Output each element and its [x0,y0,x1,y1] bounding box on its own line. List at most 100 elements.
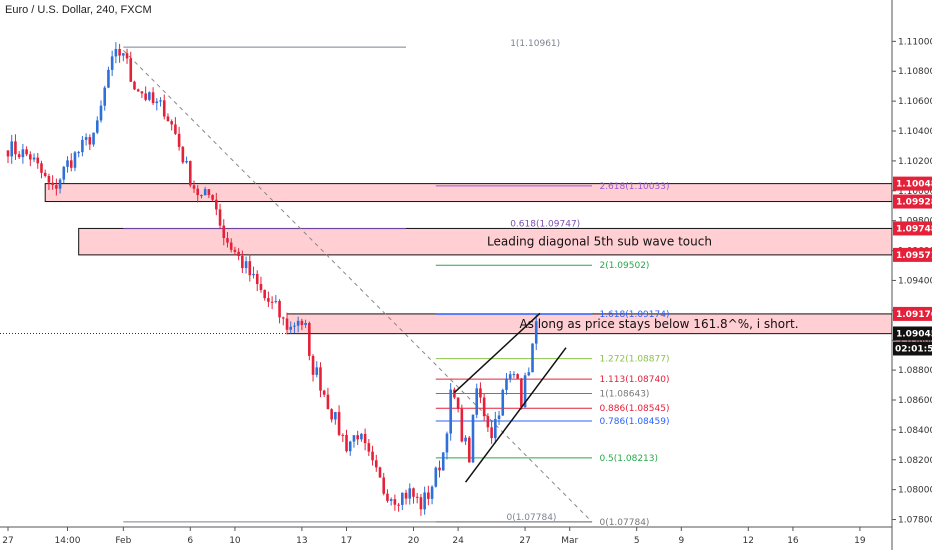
y-tick-label: 1.10800 [898,67,932,77]
candle-body [58,179,62,189]
y-tick-label: 1.10600 [898,97,932,107]
candle-body [248,261,252,276]
candle-body [21,149,25,158]
candle-body [6,150,10,157]
wedge-upper-line [453,312,541,394]
x-tick-label: 6 [187,536,193,546]
candle-body [464,437,467,442]
x-tick-label: 16 [787,536,799,546]
candle-body [404,492,408,499]
candle-body [252,273,255,276]
candle-body [140,91,144,94]
candle-body [43,172,47,177]
x-tick-label: 27 [519,536,530,546]
candle-body [267,298,270,302]
candle-body [471,414,475,463]
y-tick-label: 1.08600 [898,396,932,406]
x-tick-label: 24 [452,536,464,546]
candle-body [40,163,43,173]
x-tick-label: 19 [854,536,866,546]
fib-label: 0.886(1.08545) [599,404,669,414]
fib-label: 0(1.07784) [506,513,556,523]
candle-body [207,189,211,196]
price-badge-label: 1.10048 [896,180,932,190]
y-tick-label: 1.09000 [898,336,932,346]
candle-body [274,300,278,302]
candle-body [382,477,386,494]
price-badge [893,194,932,209]
x-tick-label: 14:00 [55,536,81,546]
supply-zone [78,227,892,256]
y-tick-label: 1.08200 [898,456,932,466]
candle-body [196,188,200,196]
candle-body [308,322,311,356]
candle-body [497,415,501,420]
candle-body [311,355,315,375]
price-badge [893,221,932,236]
x-tick-label: 17 [341,536,352,546]
candle-body [397,504,400,506]
candle-body [114,48,118,57]
x-tick-label: Mar [561,536,578,546]
chart-title: Euro / U.S. Dollar, 240, FXCM [5,4,152,16]
candle-body [438,467,441,471]
candle-body [270,301,274,303]
candle-body [55,185,58,189]
candle-body [125,53,129,59]
candle-body [32,157,36,160]
candle-body [415,496,419,498]
candle-body [66,160,69,167]
candle-body [326,394,330,410]
candle-body [241,255,244,269]
x-tick-label: Feb [115,536,131,546]
candle-body [62,166,66,180]
candle-body [99,105,103,121]
candle-body [367,443,371,452]
candle-body [490,427,493,439]
candle-body [218,209,222,226]
candle-body [215,199,218,210]
candle-body [374,460,378,468]
candle-body [322,390,326,395]
candle-body [427,492,430,499]
candle-body [330,409,333,420]
candle-body [29,154,32,160]
candle-body [360,433,363,440]
candle-body [155,101,159,104]
candle-body [103,87,107,106]
price-badge-label: 1.09176 [896,310,932,320]
candle-body [401,492,404,505]
candle-body [512,374,516,376]
candle-body [341,434,345,436]
candle-body [479,388,482,398]
candle-body [412,488,415,497]
candle-body [449,389,452,434]
candle-body [211,195,214,200]
candle-body [434,467,438,487]
zone-note: As long as price stays below 161.8^%, i … [519,317,798,331]
y-tick-label: 1.10000 [898,187,932,197]
candle-body [352,435,356,442]
candle-body [122,53,125,56]
candle-body [51,182,54,186]
candle-body [181,146,185,163]
candle-body [185,161,188,163]
candle-body [460,408,464,442]
candle-body [534,321,538,344]
candle-body [47,176,51,183]
candle-body [170,121,173,125]
fib-label: 1.113(1.08740) [599,375,669,385]
candle-body [192,185,196,189]
fib-label: 1(1.10961) [510,39,560,49]
candle-body [92,132,95,145]
y-tick-label: 1.08000 [898,486,932,496]
candle-body [334,412,337,420]
candle-body [441,452,445,471]
candle-body [177,133,181,147]
candle-body [371,451,374,461]
candle-body [166,116,170,122]
candle-body [293,325,296,327]
price-badge-label: 1.09748 [896,224,932,234]
